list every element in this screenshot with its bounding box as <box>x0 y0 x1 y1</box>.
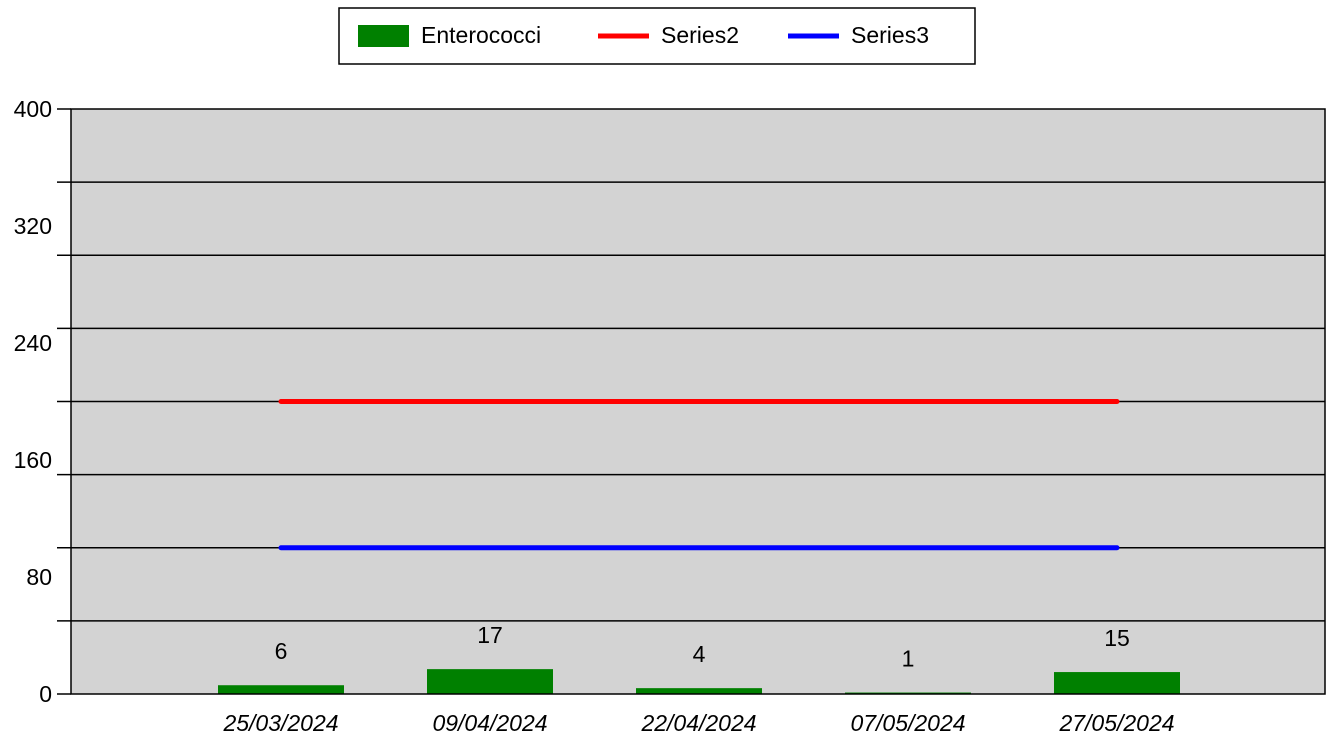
bar <box>1054 672 1180 694</box>
data-labels: 6 17 4 1 15 <box>275 622 1130 671</box>
x-tick-label: 25/03/2024 <box>222 710 338 736</box>
y-tick-label: 400 <box>14 96 52 122</box>
x-tick-label: 27/05/2024 <box>1058 710 1174 736</box>
y-axis-ticks: 0 80 160 240 320 400 <box>14 96 52 707</box>
bars <box>218 669 1180 694</box>
legend-label-enterococci: Enterococci <box>421 22 541 48</box>
x-tick-label: 07/05/2024 <box>850 710 965 736</box>
y-tick-label: 80 <box>26 564 52 590</box>
y-tick-label: 320 <box>14 213 52 239</box>
data-label: 15 <box>1104 625 1130 651</box>
data-label: 6 <box>275 638 288 664</box>
bar <box>427 669 553 694</box>
data-label: 17 <box>477 622 503 648</box>
bar <box>636 688 762 694</box>
data-label: 4 <box>693 641 706 667</box>
x-tick-label: 22/04/2024 <box>640 710 756 736</box>
legend-label-series3: Series3 <box>851 22 929 48</box>
x-tick-label: 09/04/2024 <box>432 710 547 736</box>
y-tick-label: 160 <box>14 447 52 473</box>
x-axis-labels: 25/03/2024 09/04/2024 22/04/2024 07/05/2024… <box>222 710 1174 736</box>
legend-box <box>338 7 976 65</box>
legend-label-series2: Series2 <box>661 22 739 48</box>
y-tick-label: 0 <box>39 681 52 707</box>
plot-border <box>70 108 1326 695</box>
y-tick-label: 240 <box>14 330 52 356</box>
series-lines <box>278 399 1120 551</box>
legend: Enterococci Series2 Series3 <box>338 7 976 65</box>
data-label: 1 <box>902 646 915 672</box>
bar <box>218 685 344 694</box>
legend-swatch-enterococci <box>358 25 409 47</box>
